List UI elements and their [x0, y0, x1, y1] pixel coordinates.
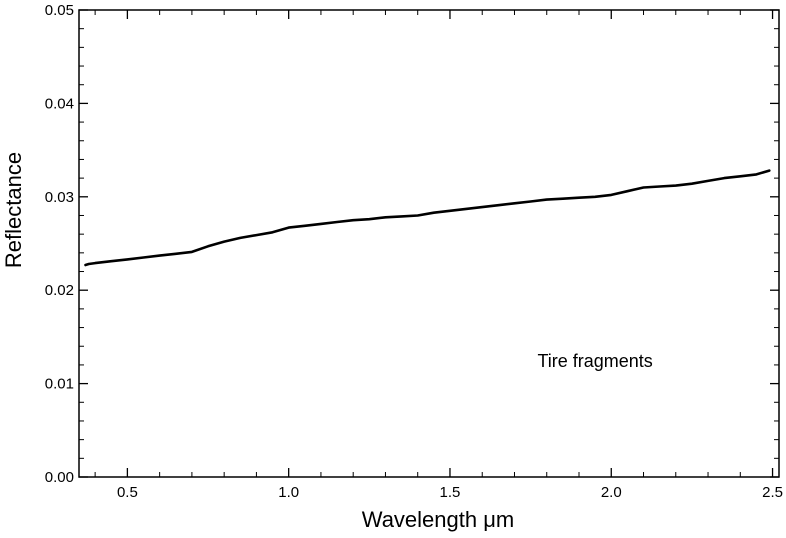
y-axis-title: Reflectance [1, 152, 26, 268]
x-axis-ticks: 0.5 1.0 1.5 2.0 2.5 [94, 10, 783, 501]
y-tick-label: 0.01 [45, 376, 74, 393]
x-tick-label: 0.5 [117, 484, 138, 501]
y-tick-label: 0.03 [45, 189, 74, 206]
y-tick-label: 0.00 [45, 469, 74, 486]
series-layer [84, 169, 771, 267]
x-tick-label: 2.0 [601, 484, 622, 501]
y-tick-label: 0.02 [45, 282, 74, 299]
x-tick-label: 2.5 [762, 484, 783, 501]
x-axis-title: Wavelength μm [362, 507, 514, 532]
y-tick-label: 0.05 [45, 2, 74, 19]
x-tick-label: 1.5 [440, 484, 461, 501]
plot-frame [78, 9, 780, 478]
x-tick-label: 1.0 [278, 484, 299, 501]
y-tick-label: 0.04 [45, 95, 74, 112]
y-axis-ticks: 0.00 0.01 0.02 0.03 0.04 0.05 [45, 2, 779, 486]
series-line [84, 169, 771, 267]
annotation-label: Tire fragments [537, 351, 652, 371]
